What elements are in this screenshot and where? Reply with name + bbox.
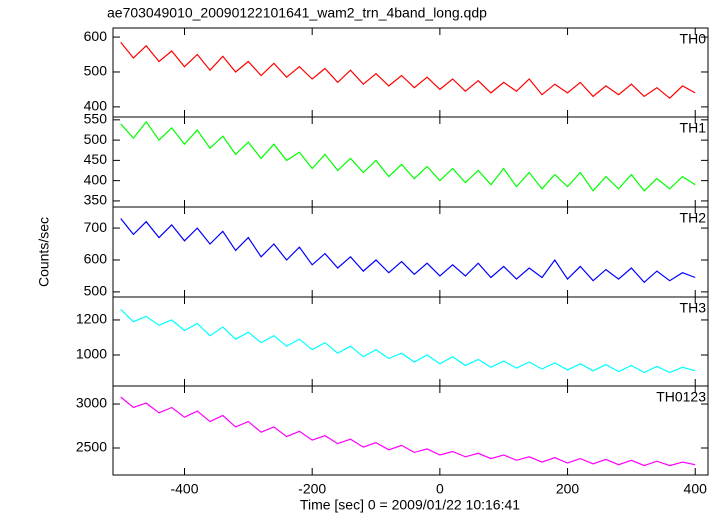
y-tick-label: 500 bbox=[84, 283, 108, 299]
legend-label: TH0123 bbox=[656, 389, 706, 405]
y-tick-label: 700 bbox=[84, 219, 108, 235]
y-tick-label: 600 bbox=[84, 251, 108, 267]
y-tick-label: 600 bbox=[84, 28, 108, 44]
panel-frame bbox=[112, 385, 709, 476]
data-line bbox=[120, 218, 696, 284]
y-tick-label: 3000 bbox=[76, 395, 107, 411]
x-axis-label: Time [sec] 0 = 2009/01/22 10:16:41 bbox=[300, 497, 520, 513]
legend-label: TH3 bbox=[680, 300, 707, 316]
y-tick-label: 1000 bbox=[76, 346, 107, 362]
x-tick-label: -200 bbox=[298, 481, 326, 497]
legend-label: TH0 bbox=[680, 31, 707, 47]
y-tick-label: 400 bbox=[84, 171, 108, 187]
y-tick-label: 500 bbox=[84, 63, 108, 79]
x-tick-label: 0 bbox=[436, 481, 444, 497]
x-tick-label: -400 bbox=[170, 481, 198, 497]
legend-label: TH2 bbox=[680, 210, 707, 226]
y-tick-label: 2500 bbox=[76, 439, 107, 455]
y-tick-label: 400 bbox=[84, 98, 108, 114]
data-line bbox=[120, 41, 696, 100]
y-tick-label: 1200 bbox=[76, 311, 107, 327]
y-tick-label: 500 bbox=[84, 131, 108, 147]
y-tick-label: 450 bbox=[84, 151, 108, 167]
y-tick-label: 350 bbox=[84, 192, 108, 208]
data-line bbox=[120, 120, 696, 192]
x-tick-label: 400 bbox=[684, 481, 708, 497]
y-tick-label: 550 bbox=[84, 111, 108, 127]
data-line bbox=[120, 396, 696, 467]
x-tick-label: 200 bbox=[556, 481, 580, 497]
data-line bbox=[120, 308, 696, 374]
legend-label: TH1 bbox=[680, 120, 707, 136]
y-axis-label: Counts/sec bbox=[36, 217, 52, 287]
chart-title: ae703049010_20090122101641_wam2_trn_4ban… bbox=[107, 5, 487, 21]
